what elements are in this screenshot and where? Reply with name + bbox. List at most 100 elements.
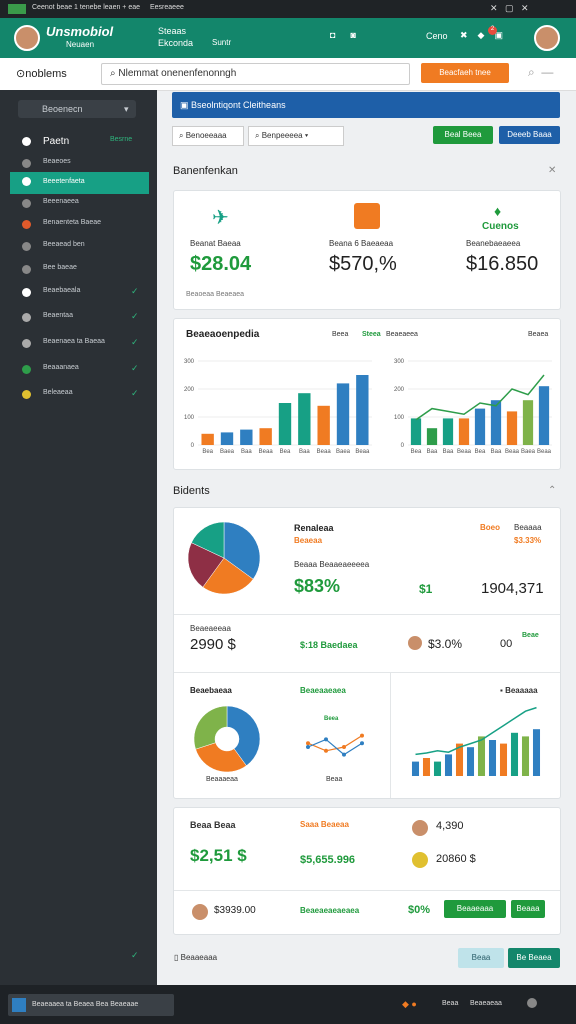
- bar: [499, 743, 508, 776]
- search-placeholder: Nlemmat onenenfenonngh: [118, 68, 237, 79]
- sidebar-item[interactable]: Beaentaa ✓: [10, 308, 149, 326]
- bar: [510, 732, 519, 776]
- taskbar-item[interactable]: Beaeaaea ta Beaea Bea Beaeaae: [8, 994, 174, 1016]
- brand-sub: Neuaen: [66, 40, 95, 49]
- point: [324, 737, 328, 742]
- y-tick-label: 300: [394, 359, 405, 365]
- bar: [458, 418, 470, 445]
- sidebar-icon: [22, 159, 31, 168]
- card-label: Beanebaeaeea: [466, 239, 521, 248]
- close[interactable]: ✕: [548, 165, 557, 176]
- line: [415, 374, 545, 421]
- user-name[interactable]: Ceno: [426, 31, 448, 41]
- window-controls[interactable]: ✕ ▢ ✕: [490, 3, 529, 13]
- bar: [410, 418, 422, 445]
- button[interactable]: Beaaa: [511, 900, 545, 918]
- caret: ▾: [124, 104, 129, 114]
- header: Unsmobiol Neuaen Steaas Ekconda Suntr ◘ …: [0, 18, 576, 58]
- button[interactable]: Beaa: [458, 948, 504, 968]
- bar: [444, 754, 453, 776]
- button[interactable]: Deeeb Baaa: [499, 126, 560, 144]
- sidebar-icon: [22, 137, 31, 146]
- card-note: Beaoeaa Beaeaea: [186, 291, 244, 298]
- x-tick-label: Baa: [491, 449, 502, 455]
- sidebar-item[interactable]: Beaaanaea ✓: [10, 360, 149, 378]
- summary-g3: $0%: [408, 904, 431, 916]
- sidebar-item[interactable]: Benaenteta Baeae: [10, 215, 149, 233]
- sidebar-item[interactable]: Beeaead ben: [10, 237, 149, 255]
- dropdown-label: Beoenecn: [42, 104, 83, 114]
- bar: [506, 411, 518, 445]
- sidebar-item[interactable]: Beaebaeala ✓: [10, 283, 149, 301]
- tray-icons: ◆ ●: [402, 999, 417, 1009]
- banner-text: ▣ Bseolntiqont Cleitheans: [180, 100, 286, 110]
- divider: [174, 890, 560, 891]
- nav-link[interactable]: Steaas: [158, 26, 187, 36]
- button[interactable]: Be Beaea: [508, 948, 560, 968]
- nav-link[interactable]: Suntr: [212, 38, 232, 47]
- bar: [466, 747, 475, 776]
- icon: ✈: [212, 207, 229, 229]
- y-tick-label: 0: [191, 443, 195, 449]
- row-count: 00: [500, 638, 513, 650]
- legend-item: Beaea: [528, 331, 549, 338]
- y-tick-label: 200: [184, 387, 195, 393]
- sidebar-check: ✓: [131, 363, 139, 373]
- sidebar-item[interactable]: Beleaeaa ✓: [10, 385, 149, 403]
- sidebar-item[interactable]: Beeenaeea: [10, 194, 149, 212]
- text: Renaleaa: [294, 523, 334, 533]
- bar: [278, 403, 292, 445]
- button[interactable]: Beaaeaaa: [444, 900, 506, 918]
- bar-chart: 0 100 200 300 Bea Baea Baa Beaa Bea Baa Beaa Baea Be…: [184, 359, 372, 455]
- tab-title: Ceenot beae 1 tenebe leaen + eae: [32, 4, 141, 11]
- sidebar-item[interactable]: Paetn Besrne: [10, 132, 149, 150]
- x-tick-label: Bea: [411, 449, 422, 455]
- text: $1: [419, 582, 433, 596]
- sidebar-dropdown[interactable]: Beoenecn ▾: [18, 100, 136, 118]
- search-box[interactable]: ⌕ Nlemmat onenenfenonngh: [101, 63, 410, 85]
- x-tick-label: Bea: [202, 449, 213, 455]
- point: [342, 752, 346, 757]
- bar: [532, 729, 541, 776]
- filter-input[interactable]: ⌕ Benoeeaaa: [172, 126, 244, 146]
- sidebar-item[interactable]: Beaenaea ta Baeaa ✓: [10, 334, 149, 352]
- sidebar-icon: [22, 177, 31, 186]
- sidebar-label: Beeetenfaeta: [43, 178, 85, 185]
- sidebar-item[interactable]: Beaeoes: [10, 154, 149, 172]
- line: [307, 735, 363, 752]
- x-tick-label: Baea: [336, 449, 351, 455]
- text: Boeo: [480, 523, 500, 532]
- header-icons[interactable]: ◘ ◙: [330, 30, 356, 40]
- filter-label: ⌕ Benoeeaaa: [179, 131, 227, 140]
- pie-slice: [195, 742, 247, 772]
- sidebar-label: Beaeoes: [43, 158, 71, 165]
- x-tick-label: Beaa: [317, 449, 332, 455]
- collapse[interactable]: ⌃: [548, 485, 557, 496]
- bar: [433, 761, 442, 776]
- icon: ♦: [494, 203, 502, 219]
- button[interactable]: Beal Beea: [433, 126, 493, 144]
- sidebar-icon: [22, 339, 31, 348]
- bar: [201, 433, 214, 445]
- toolbar-icons[interactable]: ⌕ —: [528, 65, 554, 79]
- point: [324, 748, 328, 753]
- select[interactable]: ⌕ Benpeeeea ▾: [248, 126, 344, 146]
- taskbar: Beaeaaea ta Beaea Bea Beaeaae ◆ ● Beaa B…: [0, 985, 576, 1024]
- x-tick-label: Beaa: [355, 449, 370, 455]
- search-button[interactable]: Beacfaeh tnee: [421, 63, 509, 83]
- header-icons[interactable]: ✖ ◆ ▣: [460, 30, 503, 40]
- legend-item: Steea: [362, 331, 381, 338]
- footer-text: Beaaeaaa: [180, 953, 218, 962]
- row-pct: $3.0%: [428, 637, 463, 651]
- x-tick-label: Baa: [427, 449, 438, 455]
- nav-link[interactable]: Ekconda: [158, 38, 194, 48]
- sidebar-label: Beaenaea ta Baeaa: [43, 338, 105, 345]
- bar: [442, 418, 454, 445]
- section-title: Banenfenkan: [173, 165, 238, 177]
- row-tag: Beae: [522, 632, 539, 639]
- user-avatar[interactable]: [534, 25, 560, 51]
- sidebar-item[interactable]: Beeetenfaeta: [10, 172, 149, 194]
- tray-text: Beaeaeaa: [470, 1000, 502, 1007]
- sidebar-item[interactable]: Bee baeae: [10, 260, 149, 278]
